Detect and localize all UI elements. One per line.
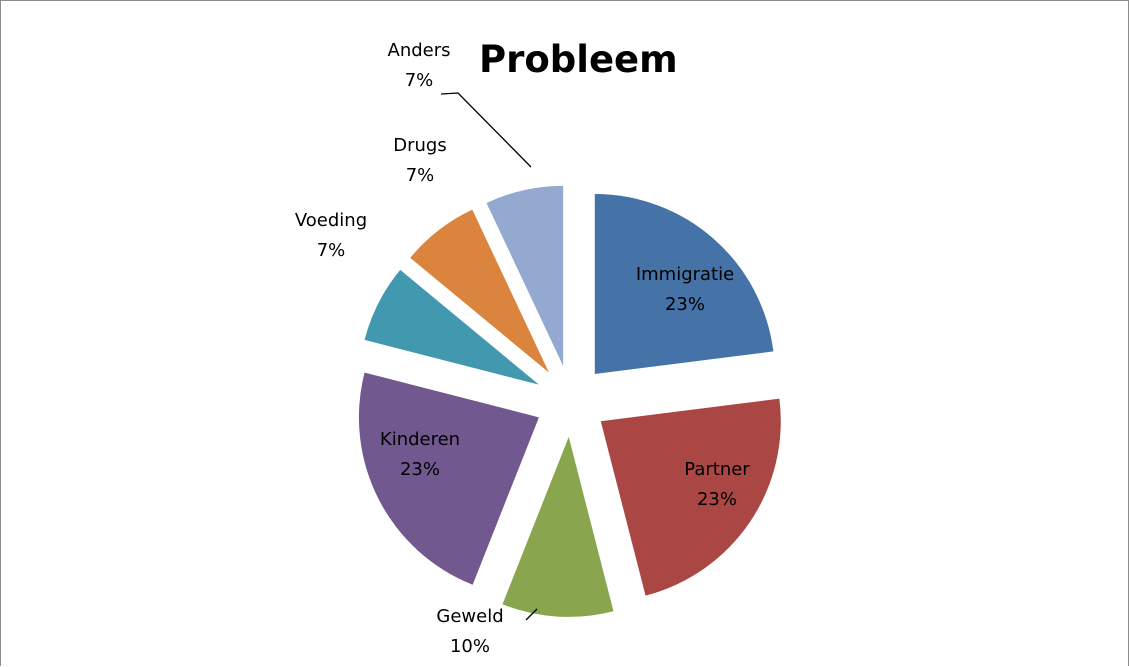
- slice-value-label: 23%: [665, 294, 705, 315]
- slice-category-label: Geweld: [436, 606, 503, 627]
- slice-category-label: Anders: [388, 40, 451, 61]
- slice-category-label: Partner: [684, 459, 750, 480]
- slice-value-label: 10%: [450, 636, 490, 657]
- pie-slice-immigratie: [594, 193, 774, 374]
- slice-category-label: Voeding: [295, 210, 367, 231]
- slice-value-label: 7%: [406, 165, 435, 186]
- slice-category-label: Kinderen: [380, 429, 460, 450]
- pie-slice-geweld: [502, 436, 614, 617]
- pie-slice-drugs: [410, 209, 549, 373]
- chart-title: Probleem: [479, 38, 678, 81]
- pie-slice-voeding: [364, 269, 539, 385]
- slice-value-label: 7%: [405, 70, 434, 91]
- slice-category-label: Immigratie: [636, 264, 734, 285]
- slice-value-label: 7%: [317, 240, 346, 261]
- leader-line-anders: [440, 92, 532, 168]
- pie-slice-partner: [600, 398, 781, 596]
- pie-slice-kinderen: [358, 372, 539, 585]
- slice-value-label: 23%: [400, 459, 440, 480]
- leader-line-geweld: [525, 608, 538, 621]
- slice-category-label: Drugs: [393, 135, 446, 156]
- pie-slice-anders: [486, 185, 564, 366]
- slice-value-label: 23%: [697, 489, 737, 510]
